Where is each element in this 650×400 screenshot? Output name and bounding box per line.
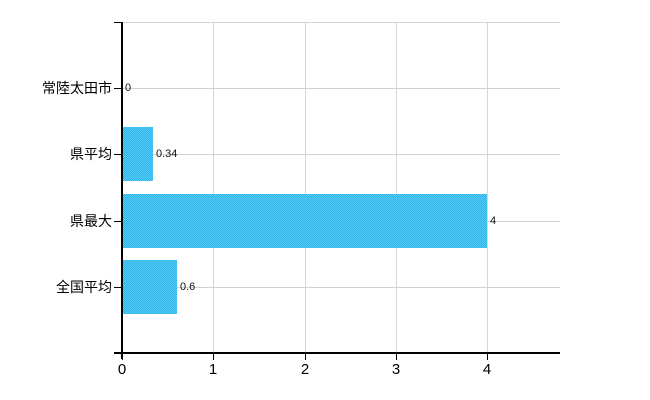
horizontal-gridline [122,287,560,288]
x-tick-label: 0 [117,361,127,378]
x-axis-line [114,352,560,354]
value-label: 0.34 [156,148,178,160]
category-label: 常陸太田市 [42,80,112,96]
category-label: 県平均 [70,146,112,162]
horizontal-gridline [122,154,560,155]
vertical-gridline [396,22,397,353]
bar-4 [123,260,177,314]
plot-top-border [122,22,560,23]
value-label: 0.6 [180,281,196,293]
bar-3 [123,194,487,248]
y-tick [114,221,122,222]
category-label: 全国平均 [56,279,112,295]
x-tick-label: 3 [391,361,401,378]
y-tick [114,287,122,288]
y-tick [114,88,122,89]
value-label: 4 [490,215,497,227]
x-tick [487,354,488,360]
y-axis-line [121,22,123,359]
x-tick-label: 4 [482,361,492,378]
vertical-gridline [213,22,214,353]
x-tick [305,354,306,360]
horizontal-gridline [122,88,560,89]
value-label: 0 [125,82,132,94]
y-tick [114,154,122,155]
x-tick [122,354,123,360]
x-tick [396,354,397,360]
x-tick-label: 1 [208,361,218,378]
vertical-gridline [305,22,306,353]
vertical-gridline [487,22,488,353]
category-label: 県最大 [70,213,112,229]
x-tick-label: 2 [300,361,310,378]
bar-2 [123,127,153,181]
x-tick [213,354,214,360]
y-tick [114,22,122,23]
